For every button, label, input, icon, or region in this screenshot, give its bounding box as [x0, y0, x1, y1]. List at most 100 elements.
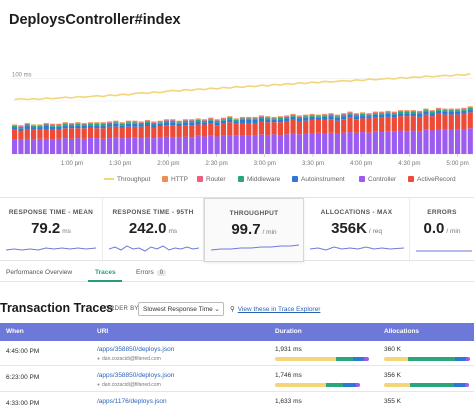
bar-segment-router[interactable]: [56, 124, 62, 126]
bar-segment-autoinstrument[interactable]: [170, 122, 176, 126]
bar-segment-controller[interactable]: [94, 138, 100, 154]
bar-segment-middleware[interactable]: [404, 111, 410, 114]
bar-segment-autoinstrument[interactable]: [303, 117, 309, 121]
bar-segment-http[interactable]: [138, 121, 144, 123]
bar-segment-middleware[interactable]: [163, 120, 170, 123]
bar-segment-middleware[interactable]: [322, 115, 328, 117]
bar-segment-middleware[interactable]: [423, 110, 429, 112]
bar-segment-router[interactable]: [246, 117, 252, 119]
bar-segment-middleware[interactable]: [328, 114, 334, 117]
bar-segment-autoinstrument[interactable]: [309, 116, 315, 120]
bar-segment-middleware[interactable]: [113, 122, 119, 124]
bar-segment-router[interactable]: [24, 123, 30, 125]
bar-segment-middleware[interactable]: [258, 116, 265, 119]
bar-segment-middleware[interactable]: [290, 115, 296, 117]
bar-segment-router[interactable]: [106, 122, 113, 123]
bar-segment-activerecord[interactable]: [252, 122, 258, 136]
bar-segment-middleware[interactable]: [467, 107, 473, 110]
bar-segment-controller[interactable]: [30, 139, 37, 154]
bar-segment-http[interactable]: [125, 120, 132, 122]
bar-segment-activerecord[interactable]: [94, 128, 100, 139]
bar-segment-controller[interactable]: [208, 135, 214, 154]
legend-throughput[interactable]: Throughput: [104, 176, 150, 183]
bar-segment-activerecord[interactable]: [132, 126, 138, 138]
bar-segment-middleware[interactable]: [144, 121, 151, 123]
bar-segment-controller[interactable]: [201, 136, 208, 154]
bar-segment-http[interactable]: [455, 108, 461, 110]
bar-segment-http[interactable]: [87, 122, 94, 123]
bar-segment-controller[interactable]: [429, 130, 435, 154]
bar-segment-activerecord[interactable]: [157, 125, 163, 138]
bar-segment-autoinstrument[interactable]: [163, 122, 170, 126]
bar-segment-controller[interactable]: [423, 129, 429, 154]
bar-segment-autoinstrument[interactable]: [277, 119, 283, 123]
bar-segment-autoinstrument[interactable]: [189, 122, 195, 126]
bar-segment-controller[interactable]: [62, 138, 68, 154]
bar-segment-controller[interactable]: [214, 136, 220, 154]
bar-segment-controller[interactable]: [372, 131, 378, 154]
column-header-duration[interactable]: Duration: [275, 328, 302, 335]
bar-segment-http[interactable]: [37, 124, 43, 126]
bar-segment-middleware[interactable]: [170, 120, 176, 123]
bar-segment-activerecord[interactable]: [265, 122, 271, 136]
bar-segment-http[interactable]: [322, 113, 328, 115]
legend-middleware[interactable]: Middleware: [238, 176, 280, 183]
bar-segment-middleware[interactable]: [360, 113, 366, 116]
bar-segment-middleware[interactable]: [176, 122, 182, 124]
bar-segment-middleware[interactable]: [455, 110, 461, 112]
bar-segment-router[interactable]: [68, 123, 75, 125]
bar-segment-activerecord[interactable]: [56, 129, 62, 139]
bar-segment-middleware[interactable]: [239, 118, 246, 120]
bar-segment-controller[interactable]: [163, 136, 170, 154]
bar-segment-middleware[interactable]: [315, 116, 321, 118]
bar-segment-middleware[interactable]: [75, 123, 81, 126]
bar-segment-middleware[interactable]: [138, 122, 144, 125]
bar-segment-activerecord[interactable]: [119, 127, 125, 139]
bar-segment-activerecord[interactable]: [360, 118, 366, 133]
bar-segment-autoinstrument[interactable]: [81, 125, 87, 129]
bar-segment-http[interactable]: [30, 124, 37, 126]
bar-segment-router[interactable]: [410, 110, 416, 112]
bar-segment-controller[interactable]: [258, 134, 265, 154]
bar-segment-router[interactable]: [37, 125, 43, 126]
bar-segment-router[interactable]: [284, 116, 290, 117]
bar-segment-middleware[interactable]: [233, 119, 239, 122]
bar-segment-router[interactable]: [455, 109, 461, 111]
bar-segment-router[interactable]: [328, 113, 334, 115]
bar-segment-router[interactable]: [214, 119, 220, 121]
bar-segment-activerecord[interactable]: [43, 129, 49, 139]
bar-segment-autoinstrument[interactable]: [119, 125, 125, 128]
bar-segment-controller[interactable]: [81, 138, 87, 154]
bar-segment-autoinstrument[interactable]: [49, 126, 56, 130]
bar-segment-http[interactable]: [43, 122, 49, 124]
bar-segment-http[interactable]: [119, 122, 125, 123]
bar-segment-router[interactable]: [252, 117, 258, 119]
bar-segment-controller[interactable]: [353, 132, 359, 154]
trace-uri-link[interactable]: /apps/1176/deploys.json: [97, 398, 167, 405]
bar-segment-controller[interactable]: [239, 135, 246, 154]
order-by-select[interactable]: Slowest Response Time ⌄: [138, 302, 224, 316]
bar-segment-activerecord[interactable]: [87, 127, 94, 139]
bar-segment-router[interactable]: [138, 122, 144, 123]
bar-segment-middleware[interactable]: [442, 110, 448, 112]
bar-segment-activerecord[interactable]: [448, 114, 454, 130]
bar-segment-controller[interactable]: [277, 135, 283, 154]
bar-segment-controller[interactable]: [227, 135, 233, 154]
bar-segment-controller[interactable]: [252, 135, 258, 154]
bar-segment-router[interactable]: [195, 119, 201, 120]
bar-segment-autoinstrument[interactable]: [138, 124, 144, 127]
bar-segment-http[interactable]: [461, 107, 467, 109]
bar-segment-http[interactable]: [258, 115, 265, 117]
bar-segment-http[interactable]: [189, 119, 195, 120]
bar-segment-activerecord[interactable]: [258, 121, 265, 135]
bar-segment-router[interactable]: [151, 122, 157, 123]
bar-segment-activerecord[interactable]: [423, 114, 429, 130]
bar-segment-http[interactable]: [100, 122, 106, 123]
bar-segment-router[interactable]: [442, 109, 448, 111]
bar-segment-middleware[interactable]: [214, 120, 220, 123]
bar-segment-router[interactable]: [227, 116, 233, 118]
bar-segment-controller[interactable]: [461, 129, 467, 154]
bar-segment-middleware[interactable]: [385, 112, 391, 114]
metric-errors[interactable]: ERRORS 0.0/ min: [410, 198, 474, 262]
bar-segment-middleware[interactable]: [284, 116, 290, 119]
